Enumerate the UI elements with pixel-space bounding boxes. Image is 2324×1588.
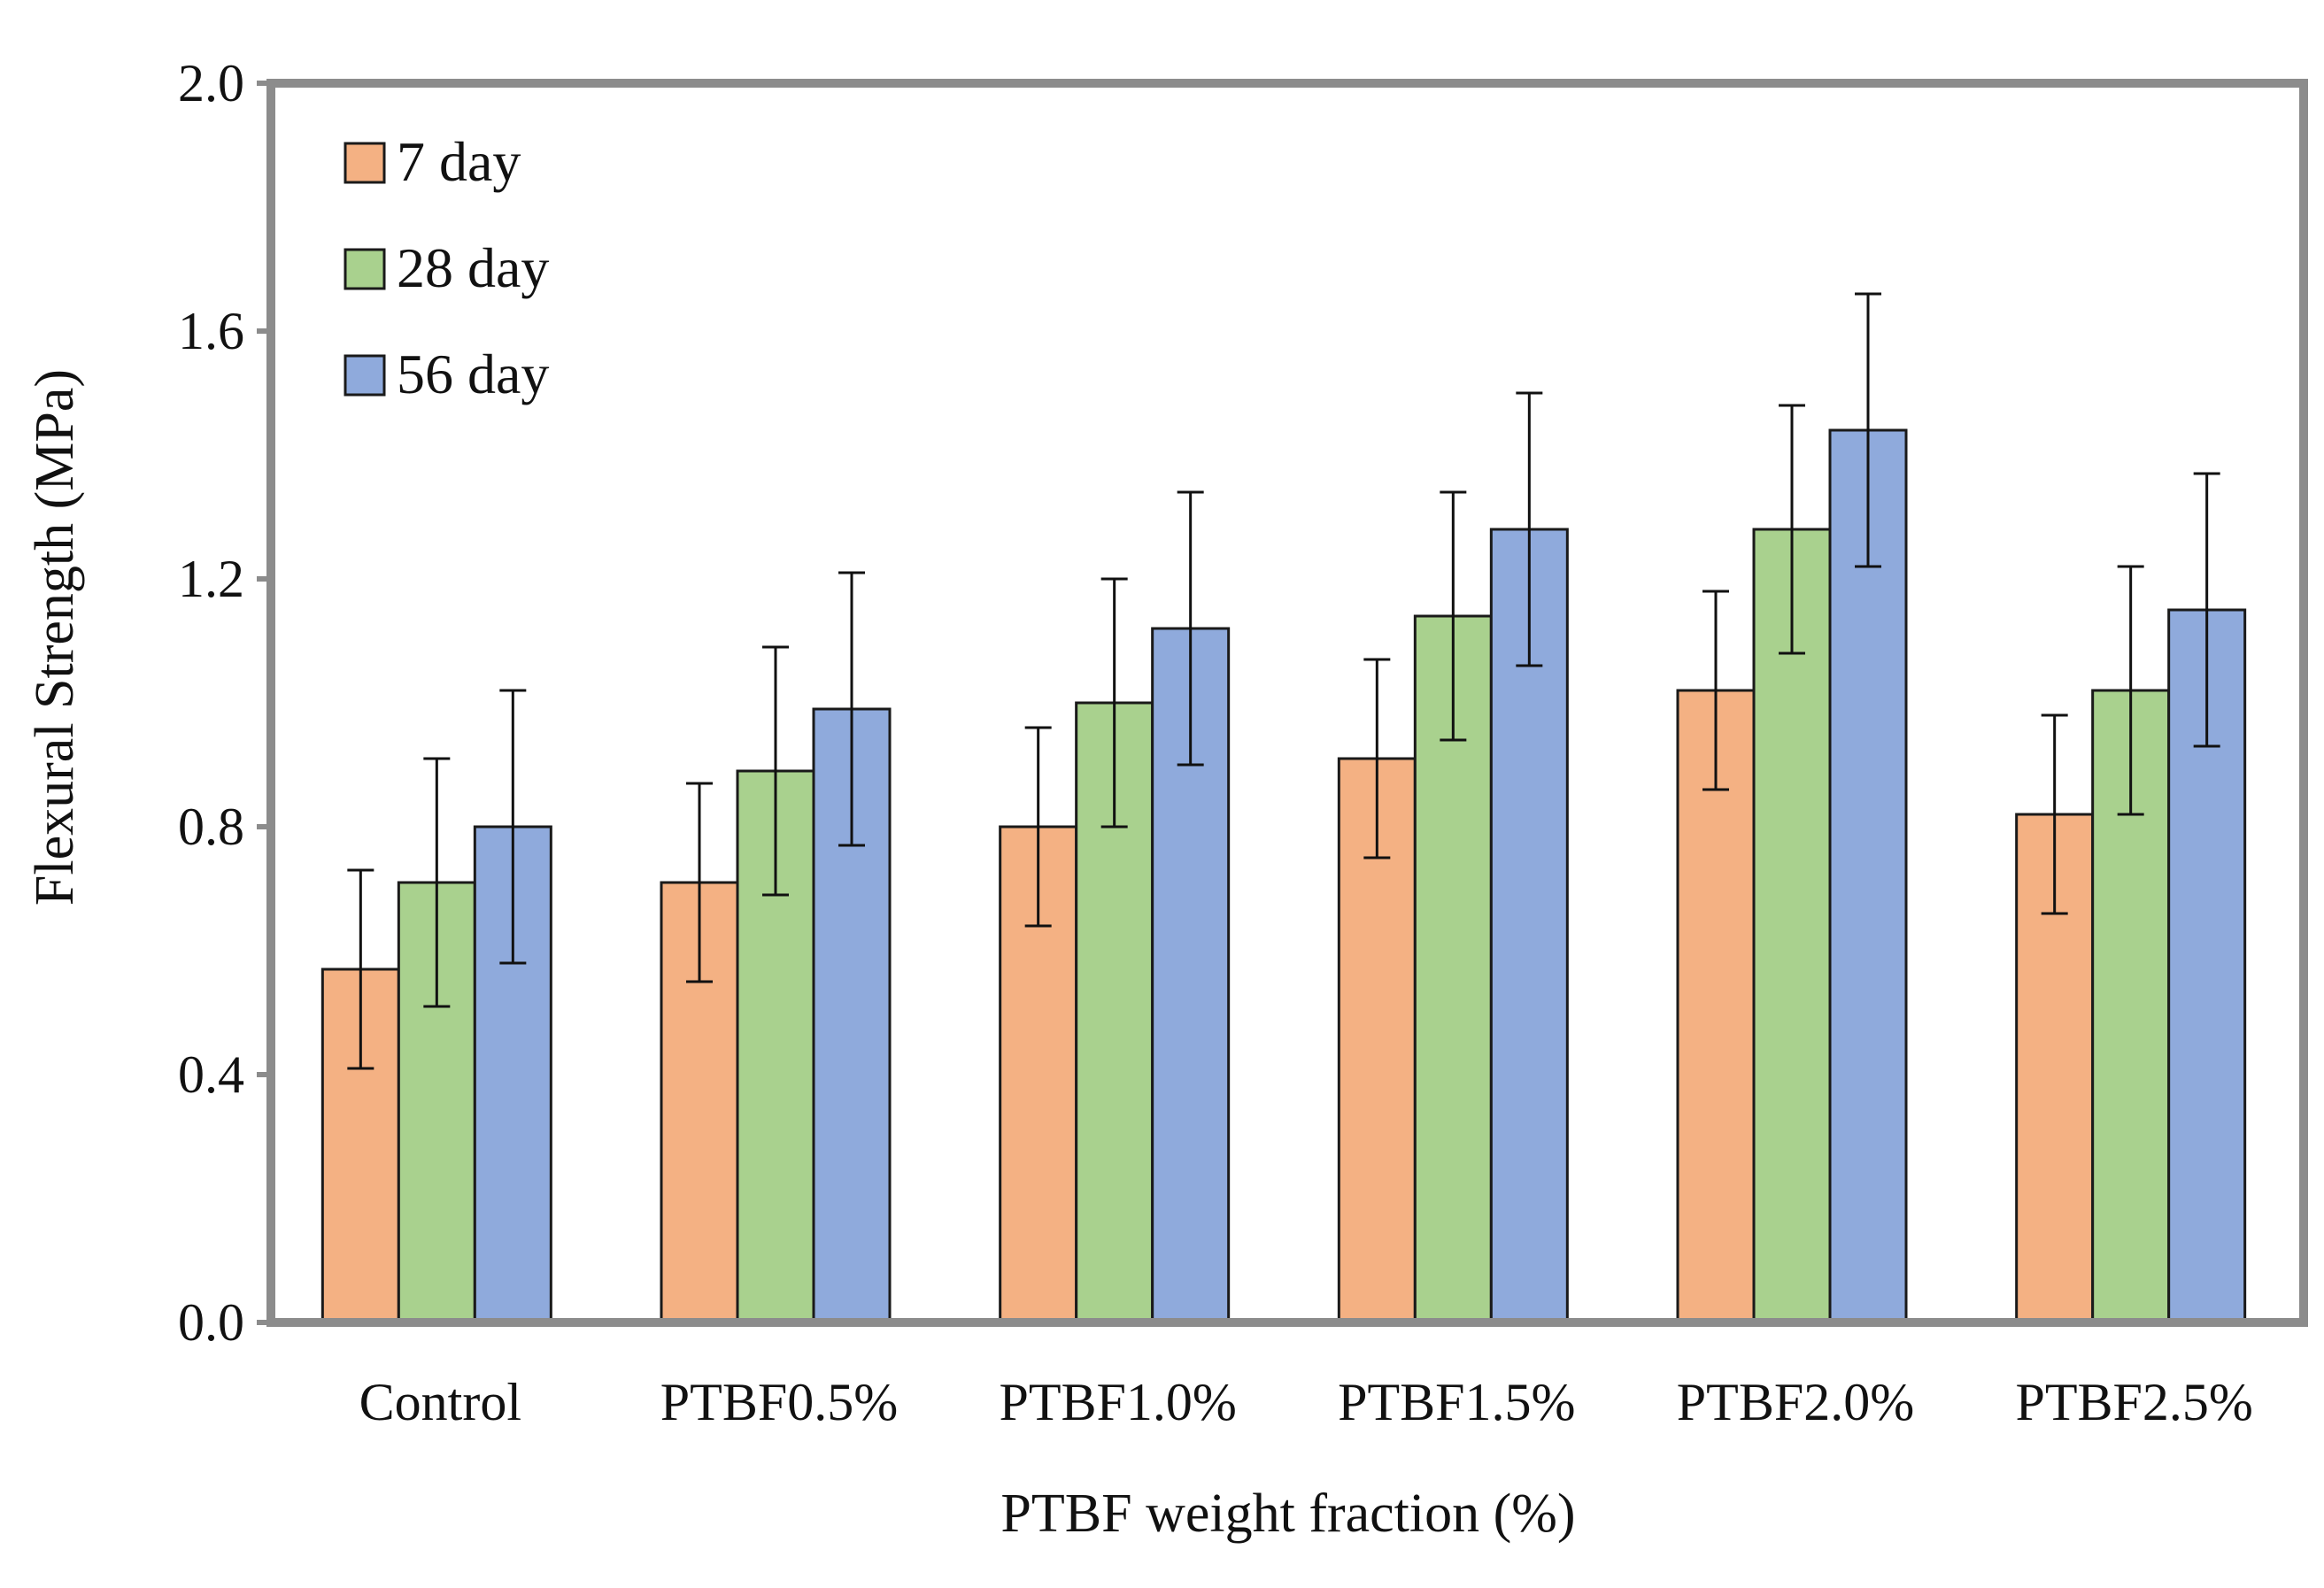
x-axis: Control PTBF0.5% PTBF1.0% PTBF1.5% PTBF2.0% P…: [359, 1373, 2253, 1431]
y-axis: 0.0 0.4 0.8 1.2 1.6 2.0: [178, 54, 271, 1352]
x-tick-label-ptbf2-0: PTBF2.0%: [1677, 1373, 1914, 1431]
error-bar-ptbf0-5-7-day: [686, 782, 713, 983]
y-tick-label-0-4: 0.4: [178, 1045, 244, 1104]
error-bar-ptbf2-5-7-day: [2041, 713, 2068, 915]
legend-item-56-day: 56 day: [344, 343, 549, 405]
legend-swatch-7-day: [344, 142, 386, 184]
error-bar-ptbf2-0-28-day: [1779, 404, 1805, 655]
legend-swatch-28-day: [344, 248, 386, 290]
legend-label-7-day: 7 day: [397, 130, 521, 193]
error-bar-ptbf1-0-7-day: [1024, 726, 1052, 928]
y-tick-label-1-6: 1.6: [178, 302, 244, 360]
x-tick-label-control: Control: [359, 1373, 521, 1431]
y-tick-label-2-0: 2.0: [178, 54, 244, 112]
error-bar-ptbf2-5-56-day: [2193, 472, 2220, 748]
error-bar-ptbf0-5-56-day: [838, 571, 865, 847]
error-bar-ptbf1-5-56-day: [1516, 391, 1543, 667]
bar-ptbf2-0-56-day: [1828, 428, 1908, 1324]
error-bar-ptbf1-0-28-day: [1100, 577, 1128, 829]
error-bar-ptbf0-5-28-day: [762, 645, 789, 897]
error-bar-ptbf2-0-7-day: [1702, 590, 1729, 791]
legend-item-28-day: 28 day: [344, 236, 549, 299]
error-bar-ptbf2-0-56-day: [1855, 292, 1881, 568]
legend: 7 day 28 day 56 day: [344, 130, 549, 405]
plot-frame: [266, 79, 2308, 1327]
x-axis-title: PTBF weight fraction (%): [1000, 1484, 1575, 1544]
legend-swatch-56-day: [344, 354, 386, 397]
y-tick-label-0-0: 0.0: [178, 1293, 244, 1352]
error-bars-layer: [347, 292, 2220, 1070]
legend-item-7-day: 7 day: [344, 130, 521, 193]
x-tick-label-ptbf1-5: PTBF1.5%: [1338, 1373, 1575, 1431]
error-bar-ptbf2-5-28-day: [2117, 565, 2144, 816]
legend-label-56-day: 56 day: [397, 343, 549, 405]
error-bar-control-28-day: [423, 757, 451, 1008]
legend-label-28-day: 28 day: [397, 236, 549, 299]
bar-ptbf2-0-7-day: [1676, 689, 1756, 1324]
error-bar-ptbf1-5-28-day: [1440, 490, 1467, 742]
y-tick-label-1-2: 1.2: [178, 550, 244, 608]
x-tick-label-ptbf1-0: PTBF1.0%: [999, 1373, 1236, 1431]
y-axis-title: Flexural Strength (MPa): [25, 369, 85, 906]
error-bar-control-7-day: [347, 868, 374, 1070]
bar-ptbf2-0-28-day: [1752, 528, 1832, 1324]
error-bar-ptbf1-0-56-day: [1177, 490, 1204, 767]
error-bar-control-56-day: [499, 689, 527, 965]
x-tick-label-ptbf0-5: PTBF0.5%: [660, 1373, 898, 1431]
y-tick-label-0-8: 0.8: [178, 798, 244, 856]
error-bar-ptbf1-5-7-day: [1363, 658, 1391, 860]
x-tick-label-ptbf2-5: PTBF2.5%: [2015, 1373, 2252, 1431]
